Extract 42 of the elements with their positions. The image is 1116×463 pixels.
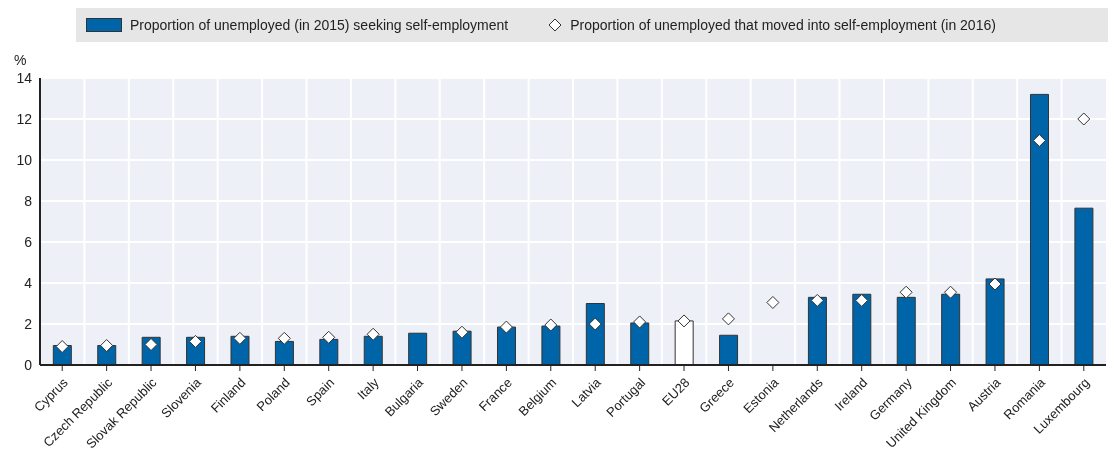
point — [810, 293, 824, 307]
y-tick-label: 4 — [24, 274, 33, 291]
point — [233, 331, 247, 345]
y-tick-label: 2 — [24, 315, 33, 332]
point — [55, 340, 69, 354]
legend-label: Proportion of unemployed (in 2015) seeking self-employment — [130, 17, 509, 33]
legend-label: Proportion of unemployed that moved into self-employment (in 2016) — [570, 17, 996, 33]
point — [944, 285, 958, 299]
bar — [852, 293, 872, 365]
point — [633, 315, 647, 329]
bar — [1074, 207, 1094, 365]
point — [1032, 134, 1046, 148]
point — [988, 277, 1002, 291]
y-tick-label: 0 — [24, 356, 33, 373]
bar — [719, 334, 739, 365]
point — [366, 327, 380, 341]
y-tick-label: 14 — [16, 69, 33, 86]
bar — [1029, 93, 1049, 365]
point — [588, 317, 602, 331]
point — [499, 320, 513, 334]
bar — [985, 278, 1005, 365]
y-tick-label: 6 — [24, 233, 33, 250]
point — [899, 285, 913, 299]
point — [721, 312, 735, 326]
bar — [408, 332, 428, 365]
point — [455, 325, 469, 339]
y-tick-label: 8 — [24, 192, 33, 209]
point — [766, 295, 780, 309]
bar — [807, 296, 827, 365]
y-axis-title: % — [14, 52, 27, 68]
point — [277, 331, 291, 345]
point — [855, 293, 869, 307]
point — [100, 339, 114, 353]
point — [322, 330, 336, 344]
bar — [585, 303, 605, 365]
point — [677, 314, 691, 328]
y-tick-label: 12 — [16, 110, 33, 127]
point — [1077, 112, 1091, 126]
y-tick-label: 10 — [16, 151, 33, 168]
x-tick-label: Italy — [354, 374, 383, 403]
point — [188, 334, 202, 348]
point — [544, 318, 558, 332]
